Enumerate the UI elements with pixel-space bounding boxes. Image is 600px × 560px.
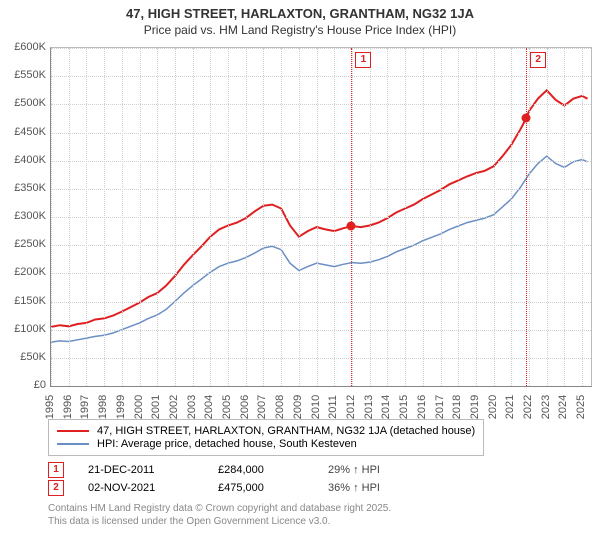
y-axis-label: £400K xyxy=(4,154,46,166)
x-axis-label: 2011 xyxy=(327,395,339,419)
x-axis-label: 1996 xyxy=(62,395,74,419)
sale-dot-2 xyxy=(522,114,531,123)
y-axis-label: £500K xyxy=(4,97,46,109)
attribution-line1: Contains HM Land Registry data © Crown c… xyxy=(48,502,596,515)
x-axis-label: 1997 xyxy=(79,395,91,419)
x-axis-label: 2005 xyxy=(221,395,233,419)
y-axis-label: £0 xyxy=(4,379,46,391)
x-axis-label: 2014 xyxy=(380,395,392,419)
chart-title: 47, HIGH STREET, HARLAXTON, GRANTHAM, NG… xyxy=(4,6,596,21)
y-axis-label: £550K xyxy=(4,69,46,81)
sale-price-2: £475,000 xyxy=(218,482,328,494)
legend-swatch-blue xyxy=(57,443,89,445)
y-axis-label: £600K xyxy=(4,41,46,53)
x-axis-label: 2010 xyxy=(310,395,322,419)
sale-date-2: 02-NOV-2021 xyxy=(88,482,218,494)
y-axis-label: £350K xyxy=(4,182,46,194)
x-axis-label: 2002 xyxy=(168,395,180,419)
sale-price-1: £284,000 xyxy=(218,464,328,476)
x-axis-label: 2020 xyxy=(487,395,499,419)
x-axis-label: 2006 xyxy=(239,395,251,419)
x-axis-label: 2015 xyxy=(398,395,410,419)
series-line-hpi xyxy=(51,156,588,342)
sale-row-2: 2 02-NOV-2021 £475,000 36% ↑ HPI xyxy=(48,480,596,496)
sale-marker-line-2 xyxy=(526,48,527,386)
legend-label-property: 47, HIGH STREET, HARLAXTON, GRANTHAM, NG… xyxy=(97,425,475,437)
sale-marker-1: 1 xyxy=(48,462,64,478)
sales-table: 1 21-DEC-2011 £284,000 29% ↑ HPI 2 02-NO… xyxy=(48,462,596,496)
y-axis-label: £100K xyxy=(4,323,46,335)
y-axis-label: £250K xyxy=(4,238,46,250)
sale-hpi-2: 36% ↑ HPI xyxy=(328,482,380,494)
x-axis-label: 2009 xyxy=(292,395,304,419)
x-axis-label: 2004 xyxy=(203,395,215,419)
x-axis-label: 2000 xyxy=(133,395,145,419)
sale-marker-box-1: 1 xyxy=(355,52,371,68)
x-axis-label: 2023 xyxy=(540,395,552,419)
x-axis-label: 2016 xyxy=(416,395,428,419)
sale-marker-2: 2 xyxy=(48,480,64,496)
y-axis-label: £450K xyxy=(4,126,46,138)
legend-item-hpi: HPI: Average price, detached house, Sout… xyxy=(57,438,475,450)
sale-marker-line-1 xyxy=(351,48,352,386)
chart-area: 12 £0£50K£100K£150K£200K£250K£300K£350K£… xyxy=(4,43,596,413)
x-axis-label: 2007 xyxy=(256,395,268,419)
legend-item-property: 47, HIGH STREET, HARLAXTON, GRANTHAM, NG… xyxy=(57,425,475,437)
x-axis-label: 1995 xyxy=(44,395,56,419)
x-axis-label: 2008 xyxy=(274,395,286,419)
x-axis-label: 2013 xyxy=(363,395,375,419)
x-axis-label: 2012 xyxy=(345,395,357,419)
sale-marker-box-2: 2 xyxy=(530,52,546,68)
chart-subtitle: Price paid vs. HM Land Registry's House … xyxy=(4,23,596,37)
legend-label-hpi: HPI: Average price, detached house, Sout… xyxy=(97,438,357,450)
x-axis-label: 2022 xyxy=(522,395,534,419)
sale-hpi-1: 29% ↑ HPI xyxy=(328,464,380,476)
legend-swatch-red xyxy=(57,430,89,433)
y-axis-label: £150K xyxy=(4,295,46,307)
x-axis-label: 2001 xyxy=(150,395,162,419)
y-axis-label: £300K xyxy=(4,210,46,222)
x-axis-label: 2003 xyxy=(186,395,198,419)
x-axis-label: 1999 xyxy=(115,395,127,419)
x-axis-label: 2024 xyxy=(557,395,569,419)
x-axis-label: 1998 xyxy=(97,395,109,419)
sale-date-1: 21-DEC-2011 xyxy=(88,464,218,476)
legend: 47, HIGH STREET, HARLAXTON, GRANTHAM, NG… xyxy=(48,419,484,456)
x-axis-label: 2018 xyxy=(451,395,463,419)
x-axis-label: 2019 xyxy=(469,395,481,419)
y-axis-label: £200K xyxy=(4,266,46,278)
attribution: Contains HM Land Registry data © Crown c… xyxy=(48,502,596,528)
y-axis-label: £50K xyxy=(4,351,46,363)
plot-region: 12 xyxy=(50,47,592,387)
sale-dot-1 xyxy=(347,222,356,231)
x-axis-label: 2017 xyxy=(434,395,446,419)
series-line-property xyxy=(51,90,588,327)
x-axis-label: 2025 xyxy=(575,395,587,419)
sale-row-1: 1 21-DEC-2011 £284,000 29% ↑ HPI xyxy=(48,462,596,478)
x-axis-label: 2021 xyxy=(504,395,516,419)
attribution-line2: This data is licensed under the Open Gov… xyxy=(48,515,596,528)
